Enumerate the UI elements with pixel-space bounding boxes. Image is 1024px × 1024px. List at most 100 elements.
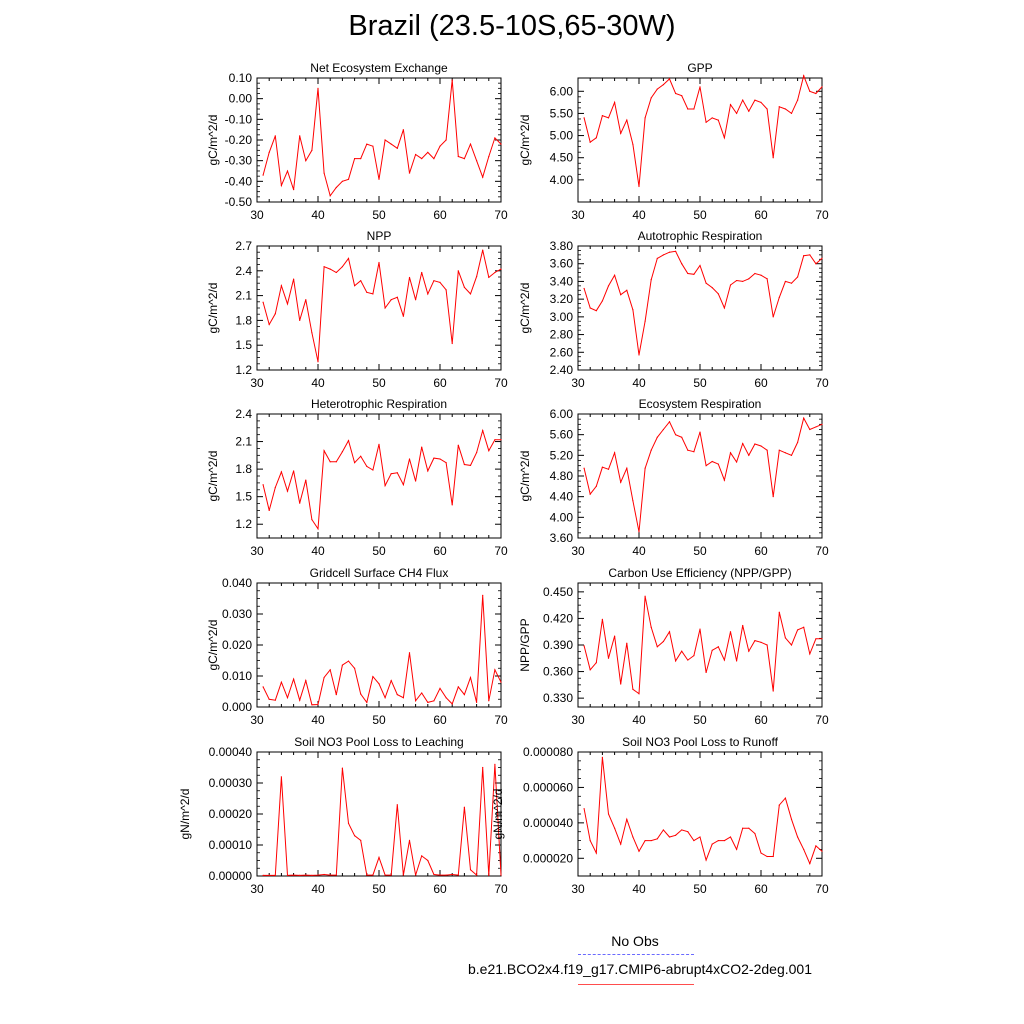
data-point <box>620 294 622 296</box>
data-point <box>445 462 447 464</box>
data-point <box>262 874 264 876</box>
y-tick-label: 0.030 <box>222 607 252 621</box>
data-point <box>354 667 356 669</box>
y-axis-label: gN/m^2/d <box>178 789 192 840</box>
series-line <box>262 80 502 197</box>
data-point <box>433 700 435 702</box>
x-tick-label: 70 <box>494 713 508 727</box>
data-point <box>736 461 738 463</box>
y-axis-label: gC/m^2/d <box>206 451 220 502</box>
series-line <box>583 596 822 695</box>
data-point <box>402 697 404 699</box>
data-point <box>772 855 774 858</box>
data-point <box>748 650 750 652</box>
data-point <box>299 699 301 701</box>
data-point <box>784 452 787 454</box>
data-point <box>766 449 768 451</box>
data-point <box>415 874 417 876</box>
data-point <box>408 458 411 460</box>
data-point <box>729 103 732 106</box>
data-point <box>644 595 646 597</box>
y-tick-label: 0.00040 <box>209 745 253 759</box>
data-point <box>626 467 628 469</box>
data-point <box>699 86 701 88</box>
x-tick-label: 70 <box>494 544 508 558</box>
y-tick-label: -0.50 <box>225 195 253 209</box>
x-tick-label: 30 <box>571 544 585 558</box>
data-point <box>821 423 823 425</box>
data-point <box>705 859 707 861</box>
chart-panel-3: 30 40 50 60 70 1.2 1.5 1.8 2.1 2.4 2.7 NPP gC/m^2/d <box>206 229 508 390</box>
data-point <box>494 763 496 766</box>
data-point <box>415 153 417 156</box>
y-tick-label: 4.50 <box>550 151 574 165</box>
data-point <box>784 797 787 799</box>
y-tick-label: 0.000040 <box>523 816 573 830</box>
x-tick-label: 70 <box>494 208 508 222</box>
data-point <box>742 280 744 283</box>
data-point <box>469 143 472 145</box>
data-point <box>589 839 591 842</box>
data-point <box>760 274 762 276</box>
x-tick-label: 30 <box>571 208 585 222</box>
data-point <box>268 698 270 700</box>
data-point <box>494 271 496 274</box>
plot-frame <box>577 245 823 371</box>
data-point <box>500 439 502 441</box>
data-point <box>583 808 585 810</box>
data-point <box>662 84 665 86</box>
data-point <box>286 874 289 876</box>
data-point <box>736 279 738 282</box>
data-point <box>821 638 823 640</box>
data-point <box>614 635 616 637</box>
y-tick-label: 0.000060 <box>523 780 573 794</box>
panel-title: Soil NO3 Pool Loss to Runoff <box>622 735 779 749</box>
y-tick-label: 2.4 <box>235 264 252 278</box>
plot-frame <box>577 751 823 877</box>
data-point <box>402 484 404 486</box>
y-tick-label: 5.50 <box>550 106 574 120</box>
data-point <box>632 309 634 311</box>
data-point <box>335 461 337 463</box>
x-tick-label: 40 <box>311 208 325 222</box>
y-tick-label: -0.20 <box>225 133 253 147</box>
data-point <box>433 280 435 282</box>
data-point <box>402 874 404 876</box>
data-point <box>668 251 671 253</box>
y-tick-label: 5.00 <box>550 129 574 143</box>
data-point <box>451 79 453 81</box>
data-point <box>778 106 780 108</box>
y-tick-label: 2.60 <box>550 345 574 359</box>
x-tick-label: 60 <box>433 882 447 896</box>
data-point <box>638 531 640 533</box>
data-point <box>494 439 496 441</box>
y-tick-label: 3.40 <box>550 274 574 288</box>
data-point <box>335 186 337 189</box>
y-tick-label: 3.00 <box>550 310 574 324</box>
data-point <box>274 313 276 315</box>
data-point <box>280 285 282 287</box>
data-point <box>614 452 616 454</box>
data-point <box>427 859 429 862</box>
x-tick-label: 40 <box>632 208 646 222</box>
data-point <box>614 827 616 829</box>
data-point <box>445 874 447 876</box>
data-point <box>742 99 744 101</box>
data-point <box>457 270 459 272</box>
data-point <box>650 626 652 628</box>
data-point <box>347 440 350 442</box>
data-point <box>347 822 350 824</box>
data-point <box>390 473 392 475</box>
data-point <box>650 97 652 99</box>
data-point <box>601 115 604 117</box>
y-tick-label: -0.30 <box>225 154 253 168</box>
x-tick-label: 30 <box>571 713 585 727</box>
y-tick-label: 1.8 <box>235 462 252 476</box>
data-point <box>299 874 301 876</box>
data-point <box>439 874 441 876</box>
data-point <box>482 594 484 597</box>
y-tick-label: 4.80 <box>550 469 574 483</box>
data-point <box>476 701 478 703</box>
data-point <box>675 834 677 836</box>
legend-model-label: b.e21.BCO2x4.f19_g17.CMIP6-abrupt4xCO2-2… <box>468 961 812 977</box>
